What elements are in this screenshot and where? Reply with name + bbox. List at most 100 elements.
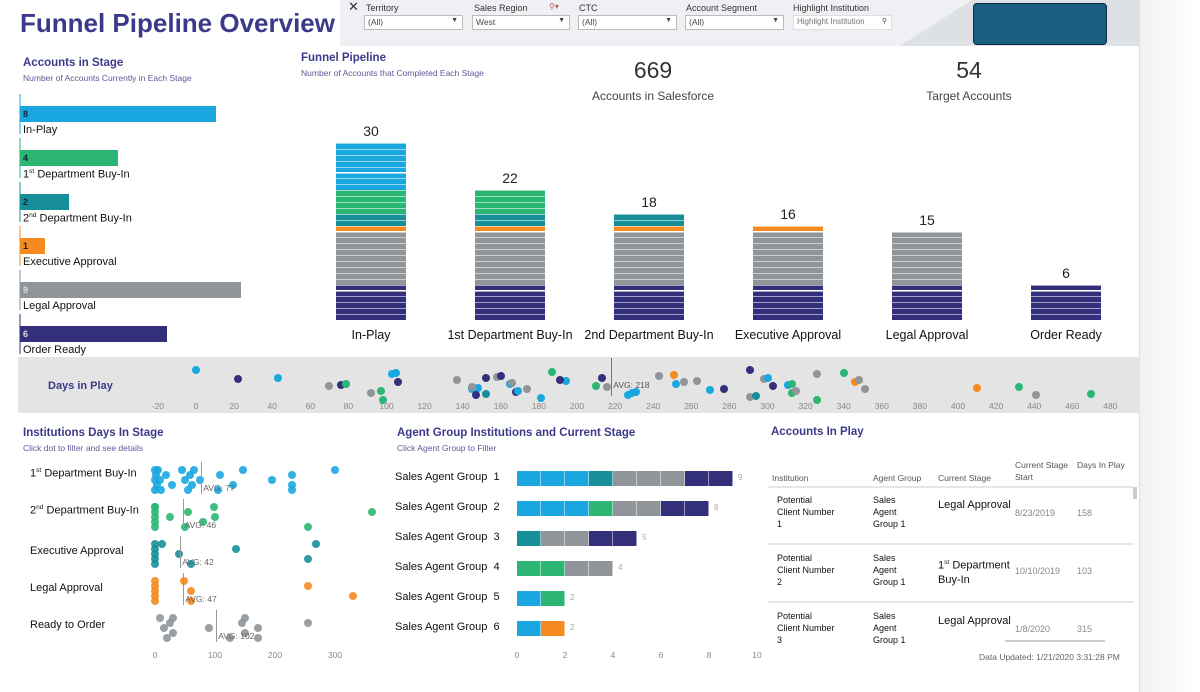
agent-group-segment[interactable]: [565, 531, 589, 546]
agent-group-segment[interactable]: [517, 621, 541, 636]
days-in-stage-dot[interactable]: [188, 481, 197, 489]
stage-bar[interactable]: [20, 326, 167, 342]
days-in-play-dot[interactable]: [548, 368, 557, 376]
agent-group-segment[interactable]: [565, 561, 589, 576]
days-in-stage-dot[interactable]: [226, 634, 234, 642]
days-in-stage-dot[interactable]: [151, 582, 159, 590]
agent-group-segment[interactable]: [541, 531, 565, 546]
days-in-stage-dot[interactable]: [169, 614, 177, 622]
days-in-play-dot[interactable]: [670, 370, 679, 379]
days-in-stage-dot[interactable]: [151, 587, 159, 595]
days-in-stage-dot[interactable]: [155, 614, 164, 622]
days-in-stage-dot[interactable]: [304, 619, 312, 627]
days-in-stage-dot[interactable]: [238, 619, 246, 627]
days-in-play-dot[interactable]: [392, 368, 401, 377]
clear-filter-icon[interactable]: ⚲▾: [549, 2, 559, 11]
days-in-stage-dot[interactable]: [152, 481, 161, 489]
days-in-stage-dot[interactable]: [184, 508, 192, 516]
days-in-stage-dot[interactable]: [209, 503, 218, 511]
days-in-play-dot[interactable]: [536, 394, 545, 402]
stage-bar[interactable]: [20, 106, 216, 122]
days-in-stage-dot[interactable]: [151, 597, 159, 605]
agent-group-label[interactable]: Sales Agent Group 3: [395, 531, 500, 543]
days-in-play-dot[interactable]: [679, 378, 688, 387]
days-in-stage-dot[interactable]: [181, 523, 189, 531]
days-in-stage-dot[interactable]: [151, 545, 159, 553]
days-in-stage-dot[interactable]: [215, 471, 224, 479]
days-in-stage-dot[interactable]: [166, 513, 174, 521]
agent-group-label[interactable]: Sales Agent Group 5: [395, 591, 500, 603]
days-in-play-dot[interactable]: [378, 396, 387, 404]
days-in-stage-dot[interactable]: [151, 550, 159, 558]
agent-group-segment[interactable]: [613, 471, 637, 486]
stage-bar[interactable]: [20, 238, 45, 254]
days-in-play-dot[interactable]: [632, 388, 641, 396]
stage-bar[interactable]: [20, 194, 69, 210]
agent-group-label[interactable]: Sales Agent Group 6: [395, 621, 500, 633]
days-in-stage-dot[interactable]: [187, 560, 195, 568]
days-in-stage-dot[interactable]: [287, 471, 296, 479]
days-in-play-dot[interactable]: [452, 376, 461, 385]
days-in-play-dot[interactable]: [376, 387, 385, 396]
days-in-stage-dot[interactable]: [152, 471, 161, 479]
days-in-stage-dot[interactable]: [161, 471, 170, 479]
agent-group-label[interactable]: Sales Agent Group 4: [395, 561, 500, 573]
days-in-play-dot[interactable]: [746, 366, 755, 374]
days-in-play-dot[interactable]: [719, 384, 728, 393]
days-in-play-dot[interactable]: [192, 366, 200, 374]
agent-group-segment[interactable]: [517, 561, 541, 576]
days-in-play-dot[interactable]: [555, 375, 564, 384]
days-in-play-dot[interactable]: [603, 383, 612, 391]
days-in-stage-dot[interactable]: [151, 476, 159, 484]
agent-group-segment[interactable]: [685, 501, 709, 516]
agent-group-segment[interactable]: [661, 501, 685, 516]
agent-group-segment[interactable]: [637, 501, 661, 516]
days-in-play-dot[interactable]: [813, 370, 822, 378]
agent-group-segment[interactable]: [589, 501, 613, 516]
days-in-stage-dot[interactable]: [160, 624, 168, 632]
highlight-input[interactable]: [794, 16, 874, 27]
days-in-stage-dot[interactable]: [368, 508, 377, 516]
days-in-play-dot[interactable]: [508, 379, 517, 387]
days-in-stage-dot[interactable]: [151, 555, 159, 563]
agent-group-segment[interactable]: [541, 561, 565, 576]
days-in-play-dot[interactable]: [839, 368, 848, 377]
agent-group-segment[interactable]: [517, 591, 541, 606]
days-in-stage-dot[interactable]: [196, 476, 204, 484]
days-in-stage-dot[interactable]: [304, 523, 312, 531]
days-in-play-dot[interactable]: [367, 388, 376, 397]
days-in-play-dot[interactable]: [860, 385, 869, 393]
days-in-stage-dot[interactable]: [268, 476, 276, 484]
days-in-play-dot[interactable]: [1014, 382, 1023, 391]
days-in-stage-dot[interactable]: [181, 476, 189, 484]
agent-group-segment[interactable]: [685, 471, 709, 486]
days-in-stage-dot[interactable]: [304, 555, 312, 563]
agent-group-segment[interactable]: [517, 501, 541, 516]
days-in-stage-dot[interactable]: [187, 597, 195, 605]
agent-group-segment[interactable]: [541, 591, 565, 606]
days-in-stage-dot[interactable]: [241, 629, 249, 637]
agent-group-segment[interactable]: [541, 501, 565, 516]
days-in-stage-dot[interactable]: [151, 503, 159, 511]
days-in-play-dot[interactable]: [325, 382, 334, 391]
days-in-play-dot[interactable]: [592, 381, 601, 390]
agent-group-segment[interactable]: [565, 501, 589, 516]
days-in-stage-dot[interactable]: [349, 592, 357, 600]
agent-group-segment[interactable]: [589, 471, 613, 486]
days-in-play-dot[interactable]: [342, 379, 351, 388]
days-in-play-dot[interactable]: [336, 381, 345, 389]
days-in-play-dot[interactable]: [752, 392, 761, 400]
agent-group-segment[interactable]: [517, 471, 541, 486]
days-in-play-dot[interactable]: [481, 374, 490, 382]
days-in-play-dot[interactable]: [1032, 391, 1041, 400]
days-in-stage-dot[interactable]: [151, 560, 159, 568]
days-in-stage-dot[interactable]: [229, 481, 237, 489]
agent-group-segment[interactable]: [589, 531, 613, 546]
days-in-stage-dot[interactable]: [154, 466, 162, 474]
filter-sales-region-select[interactable]: West ▼: [472, 15, 570, 30]
days-in-play-dot[interactable]: [788, 379, 797, 388]
agent-group-segment[interactable]: [661, 471, 685, 486]
stage-bar[interactable]: [20, 150, 118, 166]
filter-territory-select[interactable]: (All) ▼: [364, 15, 463, 30]
days-in-stage-dot[interactable]: [241, 614, 249, 622]
